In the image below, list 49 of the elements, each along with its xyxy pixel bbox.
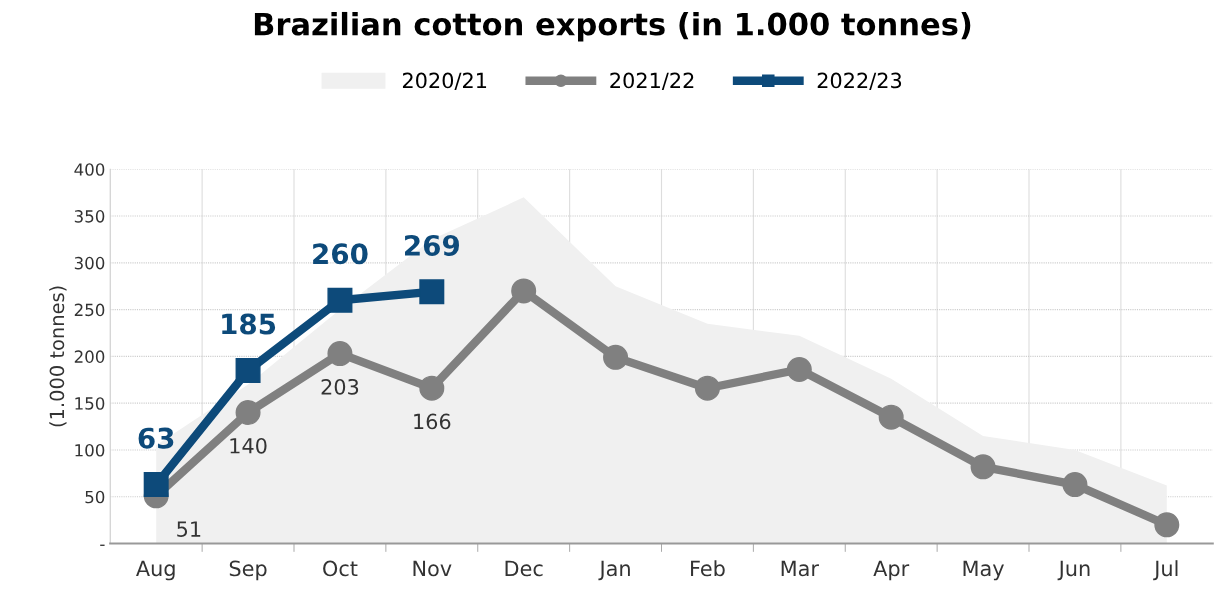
chart-title: Brazilian cotton exports (in 1.000 tonnes) [254, 11, 971, 42]
data-label: 51 [177, 521, 201, 537]
y-tick-label: 400 [74, 163, 105, 176]
point [419, 375, 445, 401]
y-tick-label: 350 [74, 210, 105, 223]
point [327, 287, 353, 313]
y-tick-label: 100 [75, 443, 105, 457]
y-tick-label: 200 [74, 350, 105, 363]
point [1154, 512, 1180, 538]
x-tick-label: Jan [598, 560, 630, 581]
point [878, 404, 904, 430]
data-label: 166 [414, 413, 451, 430]
y-tick-label: 300 [74, 256, 105, 270]
y-tick-label: - [100, 544, 105, 546]
x-tick-label: May [963, 560, 1004, 581]
y-axis-title: (1.000 tonnes) [49, 286, 67, 427]
data-label: 140 [230, 437, 267, 454]
data-label: 185 [222, 313, 276, 335]
x-tick-label: Oct [323, 560, 358, 577]
x-tick-label: Dec [505, 560, 543, 577]
data-label: 269 [405, 234, 460, 256]
point [235, 400, 261, 426]
y-tick-label: 150 [75, 397, 105, 410]
point [1062, 472, 1088, 498]
point [143, 472, 169, 498]
point [603, 344, 629, 370]
data-label: 260 [313, 243, 368, 265]
legend-label: 2021/22 [610, 72, 694, 90]
x-tick-label: Apr [873, 560, 910, 581]
x-tick-label: Aug [136, 560, 175, 581]
legend-label: 2022/23 [817, 72, 902, 90]
point [970, 454, 996, 480]
point [419, 279, 445, 305]
data-label: 63 [138, 427, 174, 449]
x-tick-label: Feb [691, 560, 725, 577]
x-tick-label: Nov [413, 560, 452, 577]
point [327, 341, 353, 367]
point [511, 278, 537, 304]
x-tick-label: Sep [229, 560, 267, 581]
legend-label: 2020/21 [402, 72, 487, 90]
point [786, 356, 812, 382]
y-tick-label: 250 [74, 303, 105, 317]
x-tick-label: Jul [1153, 560, 1178, 581]
data-label: 203 [321, 378, 359, 395]
y-tick-label: 50 [85, 490, 105, 504]
x-tick-label: Mar [781, 560, 819, 577]
point [235, 357, 261, 383]
x-tick-label: Jun [1057, 560, 1090, 581]
point [694, 375, 720, 401]
